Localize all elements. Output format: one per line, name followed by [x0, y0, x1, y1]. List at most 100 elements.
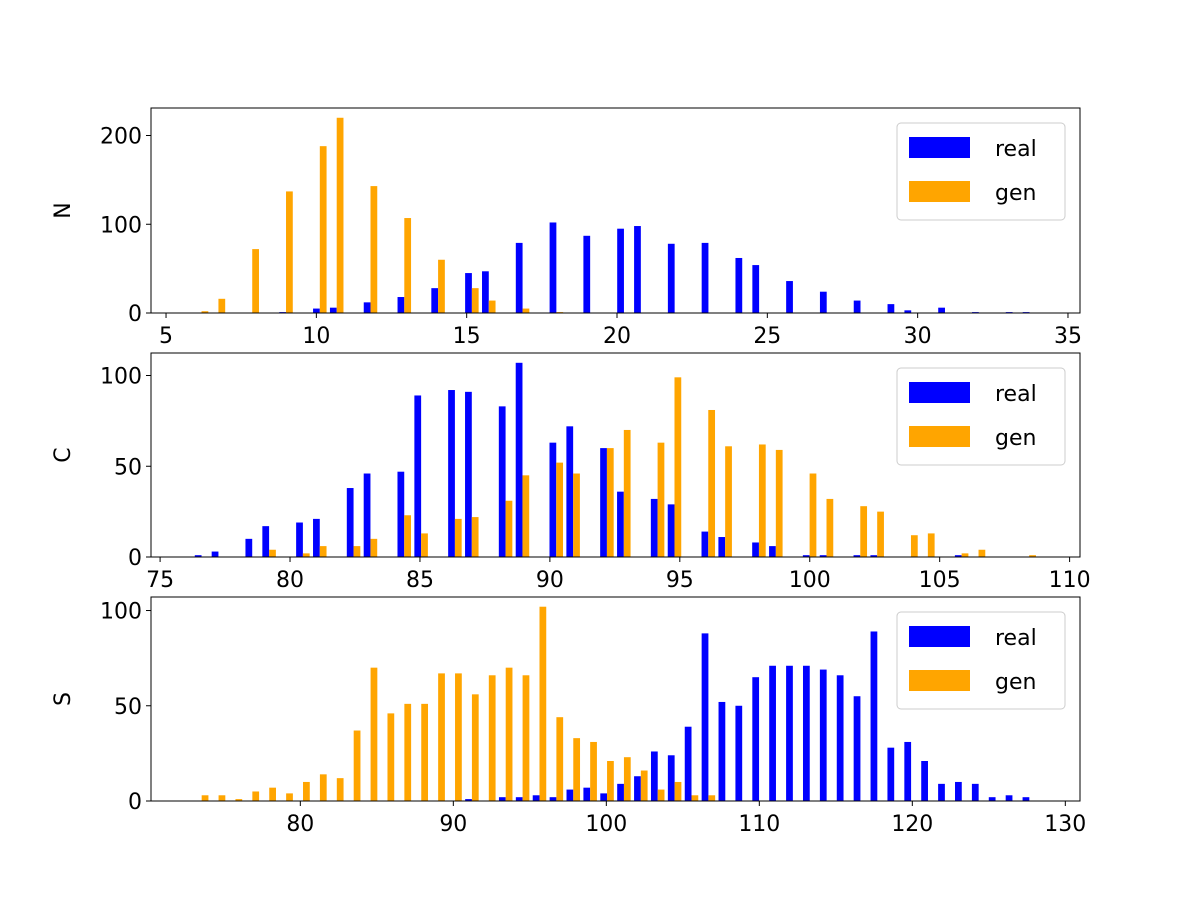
bar: [482, 271, 489, 313]
legend: real gen: [896, 122, 1066, 221]
bar: [404, 218, 412, 313]
legend-label: real: [995, 626, 1037, 651]
bar: [370, 667, 378, 801]
bar: [927, 533, 935, 557]
bar: [404, 515, 411, 557]
bar: [211, 551, 219, 557]
bar: [235, 799, 243, 801]
bar: [708, 409, 716, 557]
bar: [860, 506, 868, 557]
x-tick-label: 105: [919, 568, 961, 593]
legend-swatch: [909, 181, 970, 202]
x-tick-label: 20: [603, 324, 631, 349]
bar: [505, 667, 513, 801]
bar: [954, 555, 962, 557]
axes-frame: [150, 352, 1081, 558]
x-tick-label: 75: [146, 568, 174, 593]
x-tick-label: 80: [276, 568, 304, 593]
bar: [836, 675, 844, 801]
bar: [606, 448, 614, 557]
legend-swatch: [909, 137, 970, 158]
y-tick-label: 50: [114, 455, 142, 480]
bar: [667, 504, 675, 557]
bar: [353, 546, 361, 557]
bar: [566, 789, 574, 801]
bar: [471, 694, 479, 801]
bar: [319, 774, 327, 801]
bar: [329, 307, 337, 313]
bar: [583, 235, 591, 313]
bar: [573, 738, 581, 801]
bar: [617, 491, 624, 557]
bar: [269, 787, 276, 801]
bar: [336, 778, 344, 801]
bar: [725, 446, 732, 557]
bar: [607, 761, 614, 801]
bar: [269, 549, 276, 557]
bar: [566, 426, 574, 557]
bar: [319, 546, 327, 557]
legend-swatch: [909, 670, 970, 691]
bar: [752, 265, 760, 313]
bar: [600, 793, 608, 801]
bar: [674, 377, 682, 557]
x-tick-label: 100: [789, 568, 831, 593]
bar: [515, 362, 523, 557]
bar: [769, 546, 776, 557]
x-tick-label: 110: [738, 812, 780, 837]
bar: [701, 531, 709, 557]
legend: real gen: [896, 367, 1066, 466]
bar: [691, 795, 699, 801]
bar: [623, 429, 631, 557]
bar: [471, 517, 479, 557]
bar: [455, 673, 462, 801]
x-tick-label: 110: [1049, 568, 1091, 593]
bar: [978, 549, 986, 557]
bar: [887, 304, 895, 313]
x-tick-label: 5: [159, 324, 173, 349]
bar: [853, 300, 861, 313]
bar: [370, 538, 378, 557]
bar: [590, 741, 597, 801]
bar: [438, 673, 445, 801]
bar: [775, 449, 783, 557]
bar: [617, 783, 624, 801]
bar: [718, 537, 726, 557]
bar: [938, 307, 945, 313]
bar: [819, 555, 827, 557]
x-tick-label: 30: [904, 324, 932, 349]
bar: [684, 726, 692, 801]
bar: [397, 471, 405, 557]
bar: [556, 462, 564, 557]
bar: [634, 776, 641, 801]
axes-frame: [150, 107, 1081, 314]
bar: [286, 793, 293, 801]
bar: [438, 259, 445, 313]
bar: [802, 555, 810, 557]
legend-label: gen: [995, 181, 1036, 206]
bar: [201, 795, 209, 801]
legend-swatch: [909, 426, 970, 447]
y-tick-label: 200: [100, 125, 142, 150]
bar: [296, 522, 303, 557]
x-tick-label: 90: [439, 812, 467, 837]
bar: [921, 761, 928, 801]
bar: [363, 473, 371, 557]
bar: [667, 243, 675, 313]
bar: [657, 442, 665, 557]
bar: [218, 795, 226, 801]
bar: [286, 191, 293, 313]
bar: [718, 701, 726, 801]
bar: [758, 444, 766, 557]
bar: [819, 291, 827, 313]
bar: [870, 631, 878, 801]
bar: [769, 665, 776, 801]
y-axis-label: N: [51, 202, 76, 218]
bar: [708, 795, 716, 801]
bar: [786, 281, 793, 313]
y-tick-label: 0: [128, 546, 142, 571]
bar: [870, 555, 878, 557]
bar: [961, 553, 969, 557]
bar: [573, 473, 580, 557]
